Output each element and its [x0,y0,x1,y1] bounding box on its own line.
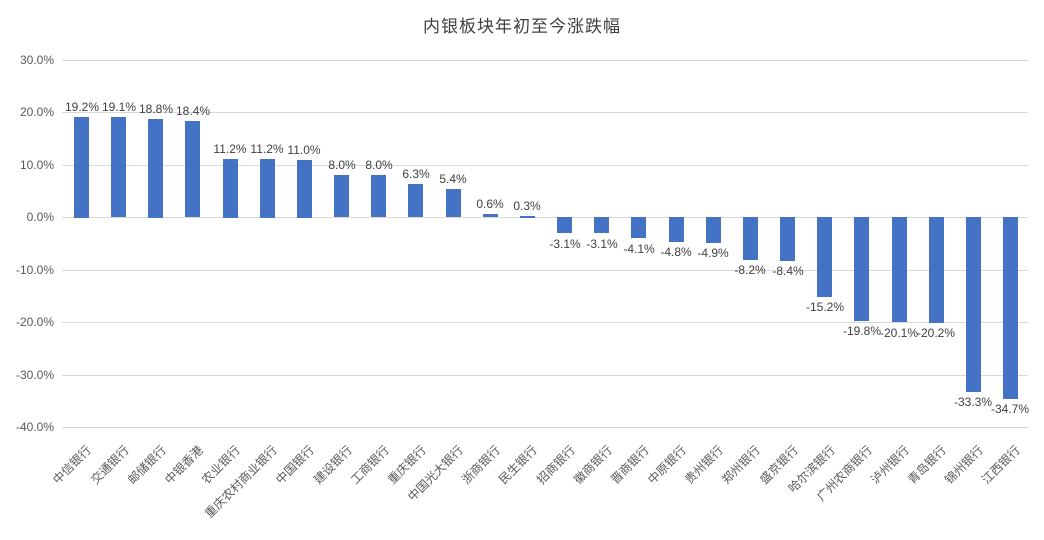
gridline [62,322,1028,323]
x-category-label: 贵州银行 [682,443,726,487]
bar [446,189,461,217]
x-category-label: 锦州银行 [942,443,986,487]
bar [743,217,758,260]
y-tick-label: 30.0% [19,53,54,67]
bar [631,217,646,238]
x-category-label: 浙商银行 [459,443,503,487]
data-label: -4.9% [697,246,729,260]
chart-title: 内银板块年初至今涨跌幅 [423,17,621,36]
data-label: 19.1% [101,100,137,114]
y-tick-label: -40.0% [15,420,54,434]
x-category-label: 江西银行 [979,443,1023,487]
x-category-label: 中国银行 [273,443,317,487]
x-category-label: 泸州银行 [868,443,912,487]
x-category-label: 工商银行 [348,443,392,487]
data-label: 8.0% [365,158,393,172]
data-label: 0.6% [476,197,504,211]
gridline [62,60,1028,61]
x-category-label: 中银香港 [162,443,206,487]
data-label: -3.1% [549,237,581,251]
bar [929,217,944,323]
data-label: -33.3% [953,395,993,409]
y-tick-label: 0.0% [26,210,54,224]
bar [557,217,572,233]
x-category-label: 青岛银行 [905,443,949,487]
bar [74,117,89,218]
x-category-label: 建设银行 [311,443,355,487]
data-label: 19.2% [64,100,100,114]
bar [520,216,535,218]
gridline [62,165,1028,166]
bar [408,184,423,217]
bar [185,121,200,217]
data-label: 11.2% [213,142,247,156]
data-label: -8.4% [772,264,804,278]
bar [854,217,869,321]
data-label: 18.8% [138,102,174,116]
data-label: 0.3% [513,199,541,213]
bar [483,214,498,217]
x-category-label: 邮储银行 [125,443,169,487]
y-tick-label: -20.0% [15,315,54,329]
y-tick-label: -10.0% [15,263,54,277]
data-label: 5.4% [439,172,467,186]
gridline [62,427,1028,428]
data-label: -34.7% [990,402,1030,416]
data-label: -19.8% [842,324,882,338]
bar [297,160,312,218]
data-label: 6.3% [402,167,430,181]
bar [334,175,349,217]
bar [371,175,386,217]
gridline [62,375,1028,376]
bar [594,217,609,233]
x-category-label: 郑州银行 [719,443,763,487]
x-category-label: 中信银行 [50,443,94,487]
data-label: 8.0% [328,158,356,172]
data-label: -20.2% [916,326,956,340]
data-label: 18.4% [175,104,211,118]
bar [260,159,275,218]
gridline [62,270,1028,271]
data-label: -4.1% [623,242,655,256]
gridline [62,217,1028,218]
y-tick-label: 10.0% [19,158,54,172]
y-tick-label: -30.0% [15,368,54,382]
bar [892,217,907,322]
data-label: -4.8% [660,245,692,259]
bar [148,119,163,218]
x-category-label: 招商银行 [534,443,578,487]
data-label: -15.2% [805,300,845,314]
x-category-label: 民生银行 [496,443,540,487]
data-label: 11.2% [250,142,284,156]
x-category-label: 中原银行 [645,443,689,487]
bar [706,217,721,243]
bar [669,217,684,242]
y-tick-label: 20.0% [19,105,54,119]
bar [966,217,981,392]
data-label: -8.2% [734,263,766,277]
data-label: -20.1% [879,326,919,340]
x-category-label: 晋商银行 [608,443,652,487]
bar [223,159,238,218]
gridline [62,112,1028,113]
x-category-label: 交通银行 [88,443,132,487]
x-category-label: 徽商银行 [571,443,615,487]
bar [817,217,832,297]
bar [1003,217,1018,399]
data-label: 11.0% [287,143,321,157]
data-label: -3.1% [586,237,618,251]
bar [780,217,795,261]
bar [111,117,126,217]
